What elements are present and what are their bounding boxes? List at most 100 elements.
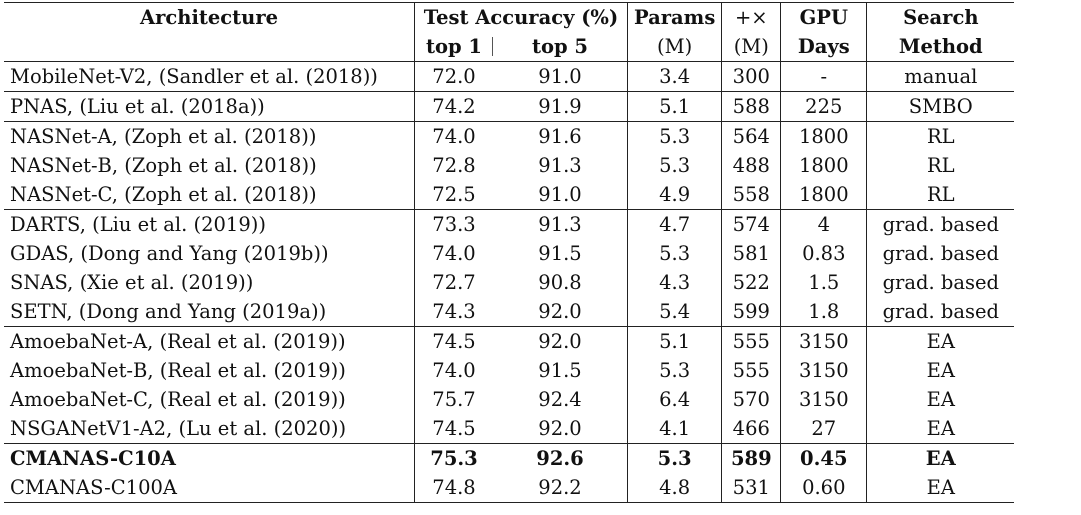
architecture-cell: AmoebaNet-A, (Real et al. (2019)) <box>4 326 415 356</box>
architecture-cell: DARTS, (Liu et al. (2019)) <box>4 209 415 239</box>
search-method-cell: grad. based <box>882 300 1000 323</box>
params-cell: 5.3 <box>627 443 723 473</box>
gpu-days-cell: 1800 <box>780 121 868 151</box>
table-row: MobileNet-V2, (Sandler et al. (2018)) 72.… <box>4 61 1015 92</box>
search-method-cell: EA <box>866 473 1015 503</box>
results-table: Architecture Test Accuracy (%) Params +×… <box>4 2 1015 503</box>
gpu-days-cell: 225 <box>780 91 868 122</box>
gpu-days-cell: 1.8 <box>780 297 868 327</box>
ops-cell: 555 <box>721 326 782 356</box>
search-method-cell: RL <box>866 121 1015 151</box>
ops-cell: 522 <box>721 268 782 297</box>
top1-cell: 72.0 <box>414 61 493 92</box>
top1-cell: 74.3 <box>432 300 476 323</box>
col-ops: +× <box>721 2 782 32</box>
top1-cell: 73.3 <box>414 209 493 239</box>
top5-cell: 91.3 <box>493 151 628 180</box>
col-top5: top 5 <box>493 32 628 62</box>
architecture-cell: NSGANetV1-A2, (Lu et al. (2020)) <box>4 414 415 444</box>
table-row: CMANAS-C10A 75.3 92.6 5.3 589 0.45 EA <box>4 443 1015 473</box>
header-row-1: Architecture Test Accuracy (%) Params +×… <box>4 2 1015 32</box>
top1-cell: 75.7 <box>432 388 476 411</box>
table-row: SETN, (Dong and Yang (2019a)) 74.3 92.0 5.4… <box>4 297 1014 327</box>
params-cell: 5.3 <box>627 151 723 180</box>
architecture-cell: SETN, (Dong and Yang (2019a)) <box>4 297 415 327</box>
params-cell: 4.9 <box>627 180 723 210</box>
col-top1: top 1 <box>415 32 494 62</box>
table-row: AmoebaNet-B, (Real et al. (2019)) 74.0 91.… <box>4 356 1014 385</box>
search-method-cell: EA <box>926 417 955 440</box>
header-row-2: top 1 top 5 (M) (M) Days Method <box>4 32 1014 62</box>
architecture-cell: PNAS, (Liu et al. (2018a)) <box>4 91 415 122</box>
top1-cell: 74.0 <box>432 359 476 382</box>
table-row: DARTS, (Liu et al. (2019)) 73.3 91.3 4.7 574… <box>4 209 1015 239</box>
search-method-cell: grad. based <box>866 209 1015 239</box>
top5-cell: 92.0 <box>493 414 628 444</box>
top1-cell: 72.7 <box>432 271 476 294</box>
top5-cell: 91.3 <box>493 209 628 239</box>
architecture-cell: MobileNet-V2, (Sandler et al. (2018)) <box>4 61 415 92</box>
top1-cell: 72.8 <box>432 154 476 177</box>
top5-cell: 91.9 <box>493 91 628 122</box>
top1-cell: 72.5 <box>432 183 476 206</box>
ops-cell: 466 <box>721 414 782 444</box>
search-method-cell: RL <box>926 154 955 177</box>
col-ops-unit: (M) <box>721 32 782 62</box>
table-row: CMANAS-C100A 74.8 92.2 4.8 531 0.60 EA <box>4 473 1015 503</box>
top5-cell: 91.0 <box>493 61 628 92</box>
table-row: NASNet-B, (Zoph et al. (2018)) 72.8 91.3 5.… <box>4 151 1014 180</box>
params-cell: 5.1 <box>627 91 723 122</box>
gpu-days-cell: 1800 <box>780 180 868 210</box>
params-cell: 4.8 <box>627 473 723 503</box>
architecture-cell: AmoebaNet-C, (Real et al. (2019)) <box>4 385 415 414</box>
architecture-cell: AmoebaNet-B, (Real et al. (2019)) <box>4 356 415 385</box>
top5-cell: 91.5 <box>493 356 628 385</box>
gpu-days-cell: 1800 <box>780 151 868 180</box>
ops-cell: 531 <box>721 473 782 503</box>
ops-cell: 570 <box>721 385 782 414</box>
gpu-days-cell: 3150 <box>780 385 868 414</box>
ops-cell: 300 <box>721 61 782 92</box>
col-architecture-blank <box>4 32 415 62</box>
architecture-cell: NASNet-A, (Zoph et al. (2018)) <box>4 121 415 151</box>
ops-cell: 564 <box>721 121 782 151</box>
params-cell: 5.4 <box>627 297 723 327</box>
params-cell: 4.3 <box>627 268 723 297</box>
gpu-days-cell: - <box>780 61 868 92</box>
params-cell: 4.1 <box>627 414 723 444</box>
col-test-accuracy: Test Accuracy (%) <box>414 2 628 32</box>
table-row: NASNet-A, (Zoph et al. (2018)) 74.0 91.6 5.… <box>4 121 1015 151</box>
top5-cell: 92.2 <box>493 473 628 503</box>
top5-cell: 90.8 <box>493 268 628 297</box>
ops-cell: 558 <box>721 180 782 210</box>
search-method-cell: SMBO <box>866 91 1015 122</box>
gpu-days-cell: 27 <box>780 414 868 444</box>
search-method-cell: EA <box>926 388 955 411</box>
architecture-cell: CMANAS-C100A <box>4 473 415 503</box>
params-cell: 4.7 <box>627 209 723 239</box>
params-cell: 6.4 <box>627 385 723 414</box>
ops-cell: 589 <box>721 443 782 473</box>
params-cell: 5.1 <box>627 326 723 356</box>
architecture-cell: SNAS, (Xie et al. (2019)) <box>4 268 415 297</box>
col-params: Params <box>627 2 723 32</box>
search-method-cell: grad. based <box>882 242 1000 265</box>
gpu-days-cell: 4 <box>780 209 868 239</box>
search-method-cell: RL <box>926 183 955 206</box>
col-gpu-days: Days <box>780 32 868 62</box>
search-method-cell: EA <box>866 443 1015 473</box>
top1-cell: 74.5 <box>414 326 493 356</box>
top1-cell: 74.8 <box>414 473 493 503</box>
architecture-cell: NASNet-B, (Zoph et al. (2018)) <box>4 151 415 180</box>
top1-cell: 74.0 <box>432 242 476 265</box>
search-method-cell: EA <box>926 359 955 382</box>
col-gpu: GPU <box>780 2 868 32</box>
top5-cell: 92.6 <box>493 443 628 473</box>
architecture-cell: CMANAS-C10A <box>4 443 415 473</box>
gpu-days-cell: 1.5 <box>780 268 868 297</box>
top5-cell: 91.6 <box>493 121 628 151</box>
search-method-cell: manual <box>866 61 1015 92</box>
col-architecture: Architecture <box>4 2 415 32</box>
table-row: PNAS, (Liu et al. (2018a)) 74.2 91.9 5.1 588… <box>4 91 1015 122</box>
table-body: MobileNet-V2, (Sandler et al. (2018)) 72.… <box>4 61 1015 503</box>
